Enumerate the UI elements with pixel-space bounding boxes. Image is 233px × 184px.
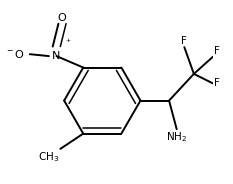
Text: CH$_3$: CH$_3$ [38, 150, 59, 164]
Text: F: F [214, 78, 220, 89]
Text: NH$_2$: NH$_2$ [166, 130, 187, 144]
Text: $^+$: $^+$ [64, 38, 72, 47]
Text: O: O [58, 13, 67, 23]
Text: N: N [52, 51, 61, 61]
Text: F: F [182, 36, 187, 46]
Text: $^-$O: $^-$O [5, 48, 25, 60]
Text: F: F [214, 46, 220, 56]
